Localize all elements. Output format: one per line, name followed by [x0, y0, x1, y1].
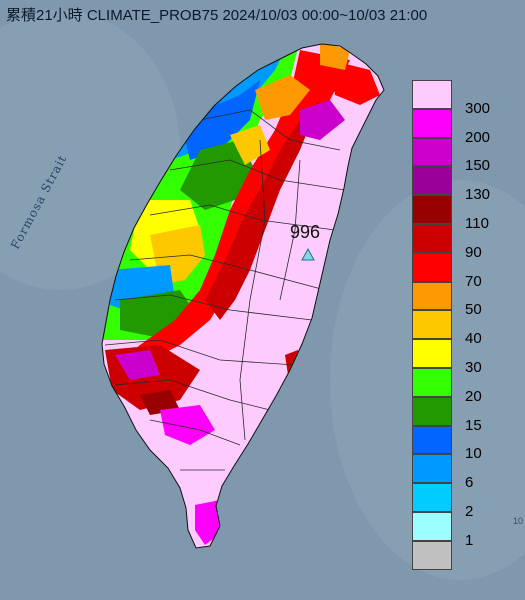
legend-label: 130 [465, 186, 491, 204]
legend-swatch [412, 195, 452, 224]
legend-label: 110 [465, 215, 489, 232]
rain-area-50 [320, 44, 350, 70]
legend-label: 20 [465, 387, 482, 405]
legend-swatch [412, 454, 452, 484]
rain-area-150 [300, 100, 345, 140]
legend-swatch [412, 252, 452, 282]
legend-swatch [412, 310, 452, 340]
legend-swatch [412, 281, 452, 311]
legend-swatch [412, 396, 452, 426]
legend-label: 15 [465, 416, 482, 434]
legend-label: 1 [465, 531, 474, 549]
legend-swatch [412, 425, 452, 455]
legend-swatch [412, 224, 452, 253]
legend-swatch [412, 512, 452, 541]
county-boundaries [104, 109, 346, 471]
station-value: 996 [290, 222, 321, 242]
rain-area-90 [205, 100, 320, 320]
rain-area-70 [110, 50, 350, 380]
legend-label: 150 [465, 157, 491, 175]
legend-label: 300 [465, 99, 491, 117]
legend-swatch [412, 137, 452, 167]
legend-label: 70 [465, 272, 482, 290]
legend-swatch [412, 540, 452, 570]
triangle-marker-icon [301, 248, 315, 261]
legend-swatch [412, 483, 452, 512]
legend-swatch [412, 80, 452, 109]
legend-label: 50 [465, 301, 482, 319]
corner-number: 10 [512, 516, 523, 526]
sea-shade [0, 10, 180, 290]
legend-label: 40 [465, 330, 482, 348]
legend-swatch [412, 339, 452, 368]
legend-label: 200 [465, 128, 491, 146]
legend-swatch [412, 166, 452, 196]
rain-area-40 [230, 125, 270, 165]
legend-label: 10 [465, 445, 482, 463]
map-title: 累積21小時 CLIMATE_PROB75 2024/10/03 00:00~1… [6, 7, 428, 24]
rain-area-150 [115, 350, 160, 380]
legend-swatch [412, 108, 452, 138]
rain-area-10 [180, 80, 260, 160]
rain-area-15 [180, 140, 255, 210]
legend-label: 2 [465, 503, 474, 520]
rain-area-200 [160, 405, 215, 445]
legend-swatch [412, 368, 452, 397]
rain-area-70 [330, 60, 380, 105]
coastline [101, 43, 385, 549]
legend-label: 6 [465, 474, 474, 492]
rain-area-50 [255, 75, 310, 120]
legend-label: 30 [465, 359, 482, 376]
legend-label: 90 [465, 243, 482, 261]
